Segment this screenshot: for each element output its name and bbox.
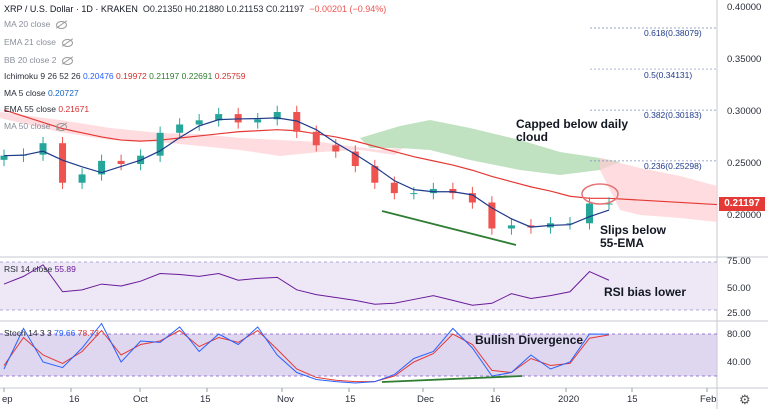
rsi-line <box>3 264 610 306</box>
candle-body <box>293 112 301 132</box>
stoch-trendline <box>381 375 523 383</box>
ema55-line <box>3 109 609 199</box>
stoch-tick: 40.00 <box>727 357 751 368</box>
candle-body <box>195 120 203 125</box>
time-tick: ep <box>2 394 13 405</box>
candle-body <box>176 124 184 133</box>
indicator-ma20[interactable]: MA 20 close <box>4 19 68 30</box>
indicator-ema21[interactable]: EMA 21 close <box>4 37 73 48</box>
candle-body <box>39 143 47 155</box>
candle-body <box>59 143 67 183</box>
ema55-line-extension <box>608 197 718 206</box>
candle-body <box>585 203 593 224</box>
rsi-tick: 50.00 <box>727 283 751 294</box>
candle-body <box>332 145 340 152</box>
candle-body <box>371 166 379 183</box>
last-price-tag: 0.21197 <box>719 197 765 211</box>
hidden-eye-icon[interactable] <box>56 20 68 29</box>
time-tick: 15 <box>627 394 638 405</box>
price-tick: 0.25000 <box>727 158 762 169</box>
candle-body <box>390 182 398 194</box>
stoch-band <box>0 334 717 376</box>
candle-body <box>312 131 320 146</box>
price-change: −0.00201 (−0.94%) <box>309 4 387 14</box>
candle-body <box>215 114 223 121</box>
hidden-eye-icon[interactable] <box>62 56 74 65</box>
ichimoku-cloud-bearish <box>0 112 405 156</box>
time-tick: Dec <box>417 394 434 405</box>
annotation-rsi: RSI bias lower <box>604 285 687 299</box>
annotation-ema: Slips below 55-EMA <box>600 223 667 250</box>
stoch-d-line <box>3 329 610 383</box>
fib-label-500: 0.5(0.34131) <box>644 70 693 80</box>
time-tick: 2020 <box>558 394 580 405</box>
candle-body <box>234 114 242 123</box>
time-tick: 16 <box>69 394 80 405</box>
indicator-ichimoku[interactable]: Ichimoku 9 26 52 26 0.20476 0.19972 0.21… <box>4 71 246 81</box>
candle-body <box>566 223 574 225</box>
chart-header: XRP / U.S. Dollar · 1D · KRAKEN O0.21350… <box>4 3 386 15</box>
price-tick: 0.35000 <box>727 54 762 65</box>
time-tick: 15 <box>345 394 356 405</box>
fib-label-382: 0.382(0.30183) <box>644 110 702 120</box>
gear-icon[interactable]: ⚙ <box>739 392 751 407</box>
time-tick: 15 <box>200 394 211 405</box>
candle-body <box>273 112 281 120</box>
indicator-ema55[interactable]: EMA 55 close 0.21671 <box>4 104 90 114</box>
candle-body <box>410 193 418 195</box>
rsi-tick: 75.00 <box>727 256 751 267</box>
candle-body <box>0 155 8 160</box>
hidden-eye-icon[interactable] <box>56 122 68 131</box>
price-tick: 0.40000 <box>727 2 762 13</box>
candle-body <box>507 225 515 229</box>
candle-body <box>156 132 164 156</box>
price-tick: 0.30000 <box>727 106 762 117</box>
time-tick: Oct <box>133 394 148 405</box>
time-tick: Feb <box>700 394 717 405</box>
candle-body <box>468 193 476 203</box>
candle-body <box>605 203 613 205</box>
price-trendline <box>381 210 517 246</box>
indicator-bb20[interactable]: BB 20 close 2 <box>4 55 74 66</box>
symbol-title[interactable]: XRP / U.S. Dollar · 1D · KRAKEN <box>4 4 138 14</box>
candle-body <box>254 119 262 123</box>
fib-label-618: 0.618(0.38079) <box>644 28 702 38</box>
candle-body <box>449 188 457 194</box>
rsi-tick: 25.00 <box>727 308 751 319</box>
candle-body <box>351 151 359 167</box>
ichimoku-cloud-bullish <box>360 120 620 175</box>
candle-body <box>429 188 437 194</box>
time-tick: 16 <box>490 394 501 405</box>
price-tick: 0.20000 <box>727 210 762 221</box>
candle-body <box>488 202 496 229</box>
stoch-k-line <box>3 322 610 384</box>
candle-body <box>117 160 125 164</box>
candle-body <box>78 174 86 183</box>
ma5-line <box>3 117 610 228</box>
rsi-legend[interactable]: RSI 14 close 55.89 <box>4 264 76 274</box>
ichimoku-cloud-bearish-future <box>600 158 717 222</box>
ohlc-values: O0.21350 H0.21880 L0.21153 C0.21197 <box>142 4 305 14</box>
indicator-ma5[interactable]: MA 5 close 0.20727 <box>4 88 79 98</box>
time-tick: Nov <box>277 394 294 405</box>
stoch-tick: 80.00 <box>727 329 751 340</box>
fib-label-236: 0.236(0.25298) <box>644 161 702 171</box>
indicator-ma50[interactable]: MA 50 close <box>4 121 68 132</box>
annotation-cloud: Capped below daily cloud <box>516 117 629 144</box>
candle-body <box>98 160 106 175</box>
highlight-ellipse <box>581 183 619 205</box>
annotation-divergence: Bullish Divergence <box>475 333 584 347</box>
hidden-eye-icon[interactable] <box>61 38 73 47</box>
candle-body <box>527 225 535 228</box>
stoch-legend[interactable]: Stoch 14 3 3 79.66 78.73 <box>4 328 100 338</box>
